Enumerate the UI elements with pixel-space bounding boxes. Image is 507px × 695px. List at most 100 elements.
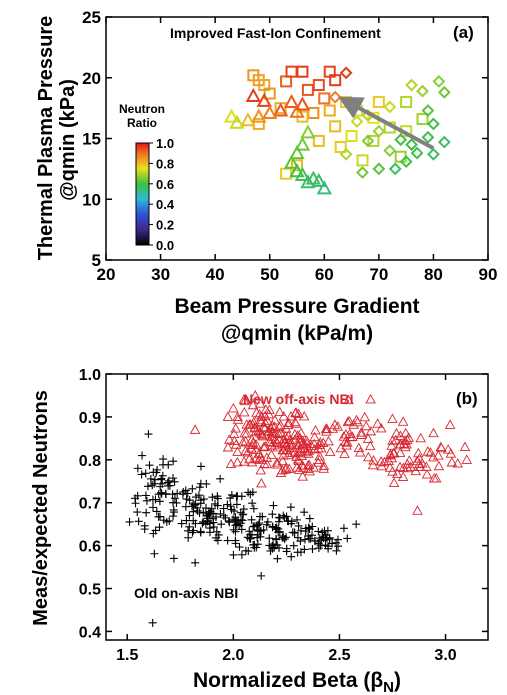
- panel-a-diamond-point: [405, 138, 419, 151]
- on-axis-nbi-point: [152, 507, 161, 516]
- off-axis-nbi-point: [306, 440, 317, 450]
- on-axis-nbi-point: [269, 501, 278, 510]
- panel-b-x-axis-title-sub: N: [383, 679, 394, 695]
- off-axis-nbi-point: [445, 448, 457, 458]
- panel-a-square-point: [372, 96, 385, 109]
- on-axis-nbi-point: [328, 539, 337, 548]
- panel-b-y-axis-title: Meas/expected Neutrons: [30, 390, 52, 626]
- off-axis-nbi-point: [368, 455, 379, 465]
- off-axis-nbi-point: [259, 417, 271, 427]
- on-axis-nbi-point: [145, 461, 154, 470]
- panel-a-x-tick-label: 20: [97, 265, 116, 284]
- off-axis-nbi-point: [314, 454, 325, 464]
- on-axis-nbi-point: [150, 549, 159, 558]
- panel-a-square-point: [323, 104, 336, 117]
- on-axis-nbi-point: [213, 536, 222, 545]
- off-axis-nbi-point: [294, 432, 306, 443]
- colorbar-tick-label: 0.8: [156, 156, 174, 171]
- on-axis-nbi-point: [146, 474, 155, 483]
- off-axis-nbi-point: [272, 441, 284, 452]
- panel-a-diamond-point: [427, 147, 440, 161]
- panel-a-diamond-point: [339, 147, 353, 161]
- on-axis-nbi-point: [196, 462, 205, 471]
- panel-a-triangle-point: [272, 102, 289, 117]
- on-axis-nbi-point: [231, 539, 240, 548]
- off-axis-nbi-point: [452, 458, 463, 468]
- off-axis-nbi-point: [365, 393, 376, 404]
- on-axis-nbi-point: [243, 533, 252, 542]
- panel-b-y-tick-label: 0.6: [79, 539, 101, 556]
- off-axis-nbi-point: [222, 411, 234, 421]
- off-axis-nbi-point: [392, 468, 403, 478]
- panel-a-y-axis-title-line1: Thermal Plasma Pressure: [35, 16, 57, 261]
- off-axis-nbi-point: [189, 424, 201, 434]
- panel-a-square-point: [416, 113, 429, 126]
- on-axis-nbi-point: [253, 540, 262, 549]
- colorbar-title-line2: Ratio: [127, 116, 157, 130]
- on-axis-nbi-point: [185, 522, 194, 531]
- panel-a-x-tick-label: 30: [151, 265, 170, 284]
- on-axis-nbi-point: [247, 515, 256, 524]
- annotation-old-on-axis-nbi: Old on-axis NBI: [134, 585, 238, 601]
- off-axis-nbi-point: [376, 422, 387, 433]
- off-axis-nbi-point: [428, 451, 439, 462]
- on-axis-nbi-point: [255, 527, 264, 536]
- off-axis-nbi-point: [228, 428, 240, 438]
- off-axis-nbi-point: [254, 448, 265, 458]
- off-axis-nbi-point: [444, 419, 456, 429]
- panel-a-diamond-point: [339, 66, 353, 80]
- panel-b: 1.5 2.0 2.5 3.0 0.4 0.5 0.6 0.7 0.8 0.9 1.0 (b) Ne…: [30, 367, 489, 695]
- on-axis-nbi-point: [232, 492, 241, 501]
- off-axis-nbi-point: [273, 428, 284, 439]
- panel-b-x-tick-label: 3.0: [434, 647, 456, 664]
- off-axis-nbi-point: [403, 432, 415, 442]
- off-axis-nbi-point: [411, 455, 423, 466]
- off-axis-nbi-point: [363, 451, 374, 462]
- on-axis-nbi-point: [278, 532, 287, 541]
- off-axis-nbi-point: [280, 440, 292, 450]
- off-axis-nbi-point: [293, 408, 304, 418]
- panel-a-diamond-point: [421, 104, 435, 117]
- off-axis-nbi-point: [343, 394, 354, 405]
- off-axis-nbi-point: [320, 423, 332, 433]
- off-axis-nbi-point: [387, 435, 398, 445]
- panel-a-triangle-point: [240, 112, 256, 127]
- off-axis-nbi-point: [298, 410, 310, 421]
- off-axis-nbi-point: [421, 469, 433, 479]
- off-axis-nbi-point: [413, 447, 424, 458]
- on-axis-nbi-point: [296, 537, 305, 546]
- on-axis-nbi-point: [275, 543, 284, 552]
- off-axis-nbi-point: [229, 435, 240, 446]
- on-axis-nbi-point: [158, 479, 167, 488]
- colorbar-ticks: 1.0 0.8 0.6 0.4 0.2 0.0: [149, 136, 175, 253]
- on-axis-nbi-point: [352, 520, 361, 529]
- off-axis-nbi-point: [286, 447, 298, 458]
- on-axis-nbi-point: [223, 536, 232, 545]
- off-axis-nbi-point: [258, 421, 270, 432]
- off-axis-nbi-point: [224, 434, 235, 444]
- off-axis-nbi-point: [356, 427, 367, 437]
- off-axis-nbi-point: [400, 435, 411, 445]
- off-axis-nbi-point: [222, 441, 234, 452]
- panel-a-y-tick-label: 5: [92, 251, 101, 270]
- on-axis-nbi-point: [265, 541, 274, 550]
- panel-b-y-tick-label: 0.5: [79, 582, 101, 599]
- on-axis-nbi-point: [149, 468, 158, 477]
- on-axis-nbi-point: [255, 519, 264, 528]
- panel-b-plot-frame: [105, 373, 489, 641]
- on-axis-nbi-point: [209, 523, 218, 532]
- panel-a-triangle-point: [245, 87, 262, 102]
- off-axis-nbi-point: [367, 459, 379, 470]
- off-axis-nbi-point: [414, 453, 425, 463]
- off-axis-nbi-point: [386, 440, 397, 450]
- off-axis-nbi-point: [433, 450, 444, 460]
- on-axis-nbi-point: [182, 516, 191, 525]
- colorbar: [135, 142, 150, 246]
- off-axis-nbi-point: [293, 455, 304, 466]
- off-axis-nbi-point: [435, 441, 447, 452]
- off-axis-nbi-point: [383, 455, 394, 466]
- on-axis-nbi-point: [155, 497, 164, 506]
- panel-a-diamond-point: [383, 144, 397, 158]
- panel-a-square-point: [400, 96, 413, 109]
- panel-b-y-tick-label: 0.4: [79, 624, 101, 641]
